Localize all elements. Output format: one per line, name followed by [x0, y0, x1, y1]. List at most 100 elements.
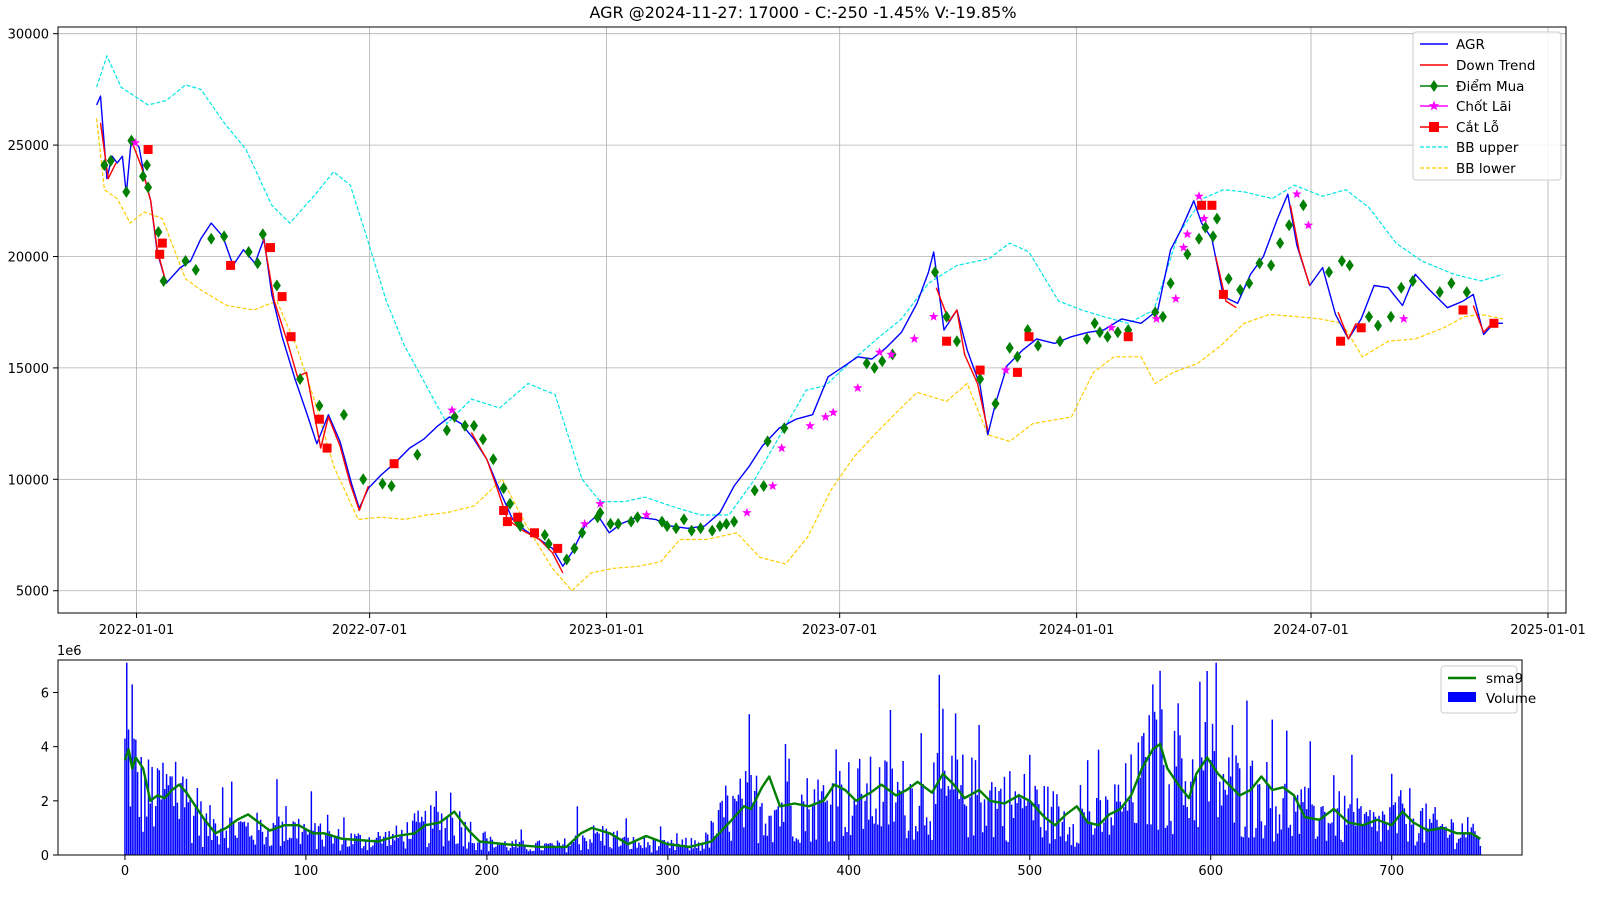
volume-bar [1007, 842, 1009, 855]
stop-loss-marker [314, 414, 324, 424]
volume-bar [247, 822, 249, 855]
volume-bar [1222, 774, 1225, 855]
volume-bar [1253, 837, 1255, 855]
volume-bar [381, 843, 383, 855]
volume-bar [1132, 802, 1134, 855]
volume-bar [375, 837, 378, 855]
volume-bar [1365, 811, 1368, 855]
volume-bar [1400, 790, 1402, 855]
volume-bar [156, 768, 159, 855]
volume-bar [1200, 757, 1203, 855]
volume-bar [1401, 803, 1404, 855]
volume-bar [478, 840, 481, 855]
volume-bar [562, 844, 564, 855]
volume-bar [554, 847, 557, 855]
volume-bar [710, 820, 713, 855]
volume-bar [960, 785, 962, 855]
volume-bar [1190, 781, 1192, 855]
volume-bar [1385, 822, 1387, 855]
stop-loss-marker [143, 145, 153, 154]
volume-bar [1159, 670, 1161, 855]
volume-bar [864, 800, 866, 855]
volume-bar [1262, 838, 1264, 855]
volume-bar [1418, 833, 1420, 855]
volume-bar [1463, 833, 1465, 855]
buy-marker [378, 477, 387, 490]
volume-bar [536, 841, 539, 855]
volume-bar [419, 822, 421, 855]
volume-bar [173, 806, 175, 855]
volume-bar [674, 850, 676, 855]
volume-bar [806, 778, 808, 855]
volume-bar [303, 824, 305, 855]
volume-bar [1195, 773, 1197, 855]
volume-bar [1318, 819, 1321, 855]
volume-bar [998, 791, 1000, 855]
buy-marker [489, 453, 498, 466]
volume-bar [1182, 805, 1185, 855]
stop-loss-marker [1489, 318, 1499, 328]
volume-bar [1267, 785, 1270, 855]
buy-marker [976, 373, 985, 385]
volume-bar [520, 829, 522, 855]
take-profit-marker [1151, 313, 1162, 323]
volume-bar [904, 815, 906, 855]
buy-marker [470, 419, 478, 432]
volume-bar [1360, 806, 1362, 855]
volume-bar [1380, 841, 1382, 855]
volume-bar [359, 835, 361, 855]
buy-marker [1267, 259, 1276, 272]
volume-bar [1235, 755, 1237, 855]
buy-marker [142, 159, 151, 172]
y-tick-label: 2 [41, 795, 49, 810]
volume-bar [1394, 802, 1397, 855]
volume-bar [223, 838, 226, 855]
volume-bar [1101, 831, 1103, 855]
volume-bar [744, 771, 747, 855]
volume-bar [402, 841, 405, 855]
volume-bar [317, 826, 320, 855]
volume-bar [791, 836, 794, 855]
volume-bar [793, 841, 796, 855]
volume-bar [558, 842, 560, 855]
volume-bar [652, 837, 655, 855]
volume-bar [687, 845, 689, 855]
buy-marker [687, 524, 696, 537]
volume-bar [278, 816, 280, 855]
volume-bar [319, 823, 322, 855]
volume-bar [773, 810, 776, 855]
volume-bar [328, 831, 331, 855]
volume-bar [1459, 837, 1462, 855]
volume-bar [234, 835, 237, 855]
volume-bar [232, 823, 235, 855]
volume-bar [893, 821, 895, 855]
volume-bar [1128, 799, 1131, 855]
volume-bar [944, 770, 946, 855]
buy-marker [679, 513, 688, 526]
volume-bar [639, 845, 642, 855]
volume-bar [734, 798, 736, 855]
volume-bar [392, 833, 394, 855]
volume-bar [290, 838, 293, 855]
volume-bar [131, 684, 133, 855]
volume-x-axis: 0 100 200 300 400 500 600 700 [121, 855, 1404, 879]
volume-bar [1119, 801, 1121, 855]
volume-bar [661, 840, 664, 855]
buy-marker [1276, 237, 1285, 250]
stop-loss-marker [553, 543, 563, 553]
volume-bar [527, 851, 530, 855]
buy-marker [614, 517, 623, 530]
take-profit-marker [742, 507, 752, 517]
volume-bar [272, 822, 275, 855]
take-profit-marker [820, 411, 831, 421]
volume-bar [833, 841, 836, 855]
volume-bar [848, 762, 850, 855]
volume-bar [1414, 845, 1416, 855]
volume-bar [896, 782, 899, 855]
take-profit-marker [853, 383, 863, 392]
volume-bar [620, 845, 622, 855]
volume-bar [987, 798, 989, 855]
volume-bar [1390, 773, 1393, 856]
volume-bar [459, 811, 461, 855]
volume-bar [589, 839, 591, 855]
